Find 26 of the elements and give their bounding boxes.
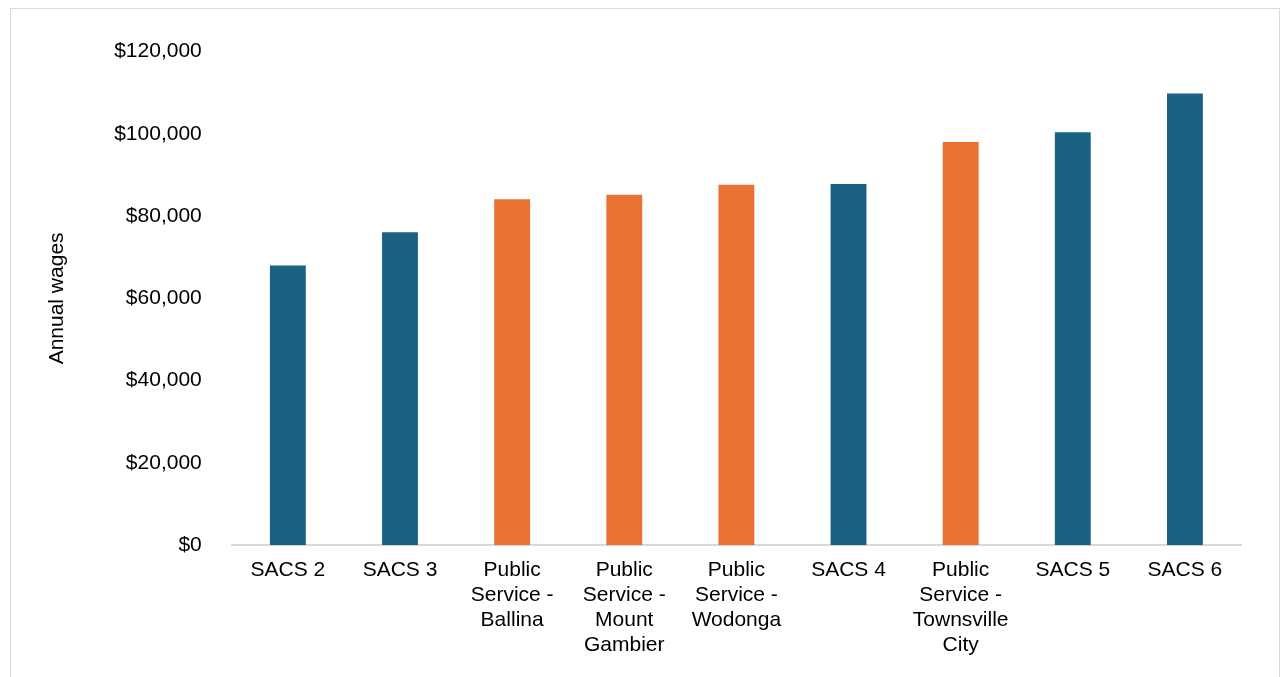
y-tick-label: $0 xyxy=(178,532,202,555)
y-tick-label: $120,000 xyxy=(114,38,202,62)
y-tick-label: $20,000 xyxy=(125,449,202,473)
x-tick-label: Public Service - Townsville City xyxy=(912,556,1009,656)
y-tick-label: $100,000 xyxy=(114,120,202,144)
bar xyxy=(269,265,306,546)
y-tick-label: $80,000 xyxy=(125,202,202,226)
x-tick-label: Public Service - Mount Gambier xyxy=(582,556,666,656)
bar xyxy=(494,199,531,546)
x-tick-label: SACS 3 xyxy=(362,556,438,580)
bar xyxy=(942,142,979,546)
bar xyxy=(606,194,643,546)
x-tick-label: SACS 6 xyxy=(1147,556,1223,580)
bar xyxy=(718,184,755,546)
bar xyxy=(1166,93,1203,546)
x-tick-label: SACS 5 xyxy=(1035,556,1111,580)
bar xyxy=(1054,132,1091,546)
y-axis-title: Annual wages xyxy=(44,232,68,365)
bar xyxy=(830,184,867,546)
y-tick-label: $60,000 xyxy=(125,285,202,309)
x-tick-label: Public Service - Wodonga xyxy=(691,556,782,630)
x-tick-label: SACS 4 xyxy=(811,556,887,580)
bar xyxy=(382,232,418,546)
y-tick-label: $40,000 xyxy=(125,367,202,391)
x-tick-label: SACS 2 xyxy=(250,556,326,580)
x-tick-label: Public Service - Ballina xyxy=(470,556,554,630)
